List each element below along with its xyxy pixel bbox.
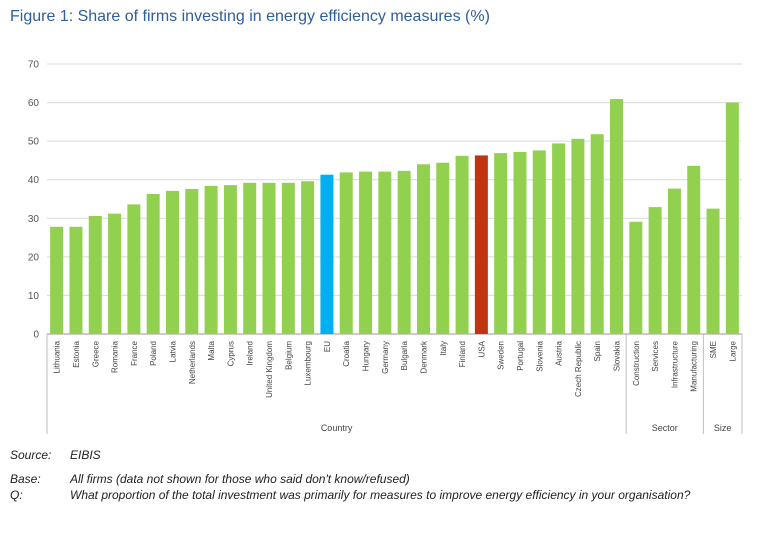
x-category-label: Luxembourg	[304, 341, 313, 385]
bar-italy	[436, 162, 450, 334]
bar-croatia	[339, 172, 353, 334]
bar-large	[725, 102, 739, 334]
bar-infrastructure	[667, 188, 681, 334]
y-tick-label: 40	[28, 175, 40, 186]
group-label-country: Country	[321, 423, 353, 433]
x-category-label: Netherlands	[188, 341, 197, 384]
x-category-label: Infrastructure	[670, 340, 679, 388]
x-category-label: Spain	[593, 341, 602, 361]
bar-portugal	[513, 151, 527, 334]
bar-belgium	[281, 182, 295, 334]
x-category-label: Large	[728, 340, 737, 361]
bar-germany	[378, 171, 392, 334]
x-category-label: Czech Republic	[574, 341, 583, 397]
grid-lines	[47, 63, 742, 335]
x-category-label: Slovenia	[535, 340, 544, 371]
bar-hungary	[359, 171, 373, 334]
bar-malta	[204, 185, 218, 334]
x-category-label: Latvia	[168, 340, 177, 362]
x-category-label: Poland	[149, 341, 158, 366]
bars	[50, 99, 739, 334]
bar-finland	[455, 155, 469, 334]
bar-slovakia	[610, 99, 624, 334]
bar-poland	[146, 193, 160, 334]
bar-bulgaria	[397, 170, 411, 334]
y-tick-label: 30	[28, 214, 40, 225]
bar-sme	[706, 208, 720, 334]
bar-services	[648, 207, 662, 334]
x-category-label: Italy	[439, 341, 448, 356]
base-note: Base: All firms (data not shown for thos…	[10, 471, 750, 487]
bar-greece	[88, 215, 102, 334]
question-key: Q:	[10, 488, 23, 502]
y-axis: 0 10 20 30 40 50 60 70	[28, 60, 40, 341]
x-category-label: Denmark	[419, 340, 428, 373]
x-category-label: Slovakia	[613, 340, 622, 371]
x-axis: Lithuania Estonia Greece Romania France Polan…	[46, 334, 743, 434]
y-tick-label: 20	[28, 252, 40, 263]
bar-sweden	[494, 153, 508, 334]
y-tick-label: 70	[28, 60, 40, 71]
bar-cyprus	[223, 185, 237, 334]
x-category-label: Romania	[111, 340, 120, 373]
bar-eu	[320, 174, 334, 334]
x-category-label: Manufacturing	[690, 341, 699, 392]
x-category-label: Germany	[381, 341, 390, 374]
bar-usa	[474, 155, 488, 334]
bar-slovenia	[532, 150, 546, 334]
group-label-sector: Sector	[652, 423, 678, 433]
bar-united-kingdom	[262, 182, 276, 334]
x-category-label: USA	[477, 340, 486, 357]
group-label-size: Size	[714, 423, 732, 433]
x-category-label: Austria	[555, 340, 564, 365]
x-category-label: United Kingdom	[265, 341, 274, 398]
question-note: Q: What proportion of the total investme…	[10, 487, 750, 503]
x-category-label: Croatia	[342, 340, 351, 366]
bar-manufacturing	[687, 165, 701, 334]
x-category-label: Construction	[632, 341, 641, 386]
bar-romania	[108, 213, 122, 334]
x-category-label: Hungary	[362, 341, 371, 371]
x-category-label: EU	[323, 341, 332, 352]
x-category-label: France	[130, 340, 139, 365]
x-category-label: Services	[651, 341, 660, 372]
y-tick-label: 60	[28, 98, 40, 109]
bar-austria	[552, 143, 566, 334]
source-note: Source: EIBIS	[10, 447, 750, 463]
bar-estonia	[69, 226, 83, 334]
bar-ireland	[243, 182, 257, 334]
bar-lithuania	[50, 226, 64, 334]
question-text: What proportion of the total investment …	[70, 488, 691, 502]
bar-latvia	[165, 190, 179, 334]
y-tick-label: 50	[28, 137, 40, 148]
x-category-label: Greece	[91, 340, 100, 367]
bar-netherlands	[185, 188, 199, 334]
bar-luxembourg	[301, 181, 315, 334]
base-text: All firms (data not shown for those who …	[70, 472, 410, 486]
bar-czech-republic	[571, 138, 585, 334]
notes: Source: EIBIS Base: All firms (data not …	[10, 447, 750, 503]
x-category-label: Finland	[458, 341, 467, 367]
x-category-label: Malta	[207, 340, 216, 360]
x-category-label: SME	[709, 341, 718, 358]
y-tick-label: 10	[28, 291, 40, 302]
bar-spain	[590, 134, 604, 334]
x-category-label: Bulgaria	[400, 340, 409, 370]
bar-construction	[629, 221, 643, 334]
source-key: Source:	[10, 448, 52, 462]
x-category-label: Ireland	[246, 341, 255, 365]
y-tick-label: 0	[33, 330, 39, 341]
x-category-label: Estonia	[72, 340, 81, 367]
figure-title: Figure 1: Share of firms investing in en…	[10, 8, 490, 25]
source-text: EIBIS	[70, 448, 101, 462]
bar-denmark	[416, 164, 430, 334]
bar-france	[127, 204, 141, 334]
x-category-label: Sweden	[497, 341, 506, 370]
bar-chart: 0 10 20 30 40 50 60 70 Lithuania Estonia Greece Ro…	[28, 60, 743, 434]
x-category-label: Cyprus	[226, 341, 235, 366]
x-category-label: Belgium	[284, 341, 293, 370]
base-key: Base:	[10, 472, 41, 486]
x-category-label: Portugal	[516, 341, 525, 371]
x-category-label: Lithuania	[53, 340, 62, 373]
